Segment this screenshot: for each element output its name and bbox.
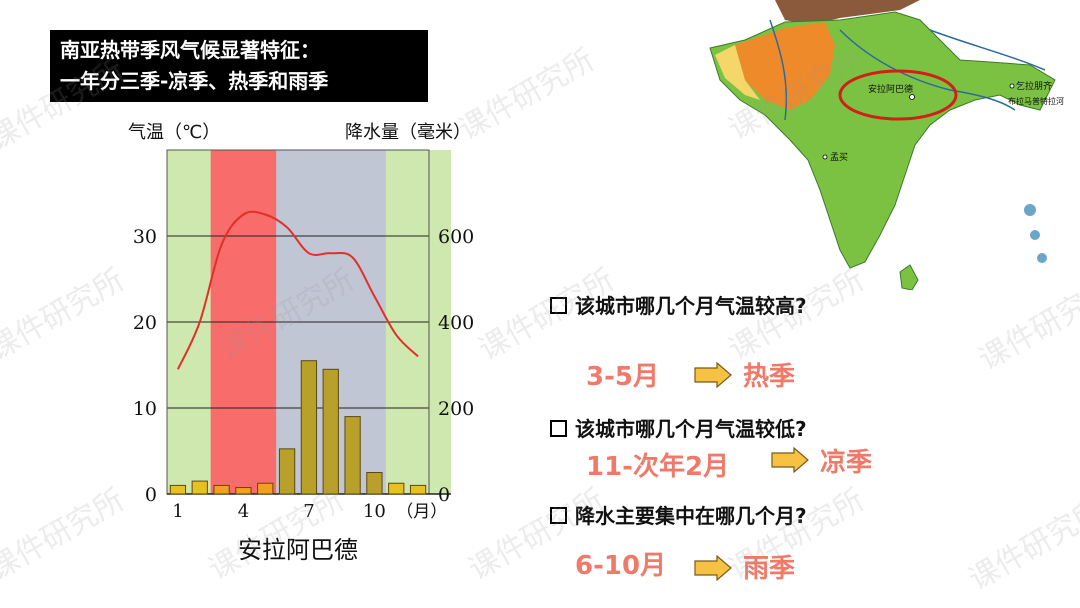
season-band [429, 150, 451, 494]
south-asia-map: 安拉阿巴德 孟买 乞拉朋齐 布拉马普特拉河 [709, 0, 1064, 290]
x-unit-label: （月） [396, 502, 447, 522]
title-line-1: 南亚热带季风气候显著特征： [60, 38, 320, 62]
checkbox-icon [550, 507, 567, 524]
city-highlight-ellipse [838, 69, 958, 121]
himalaya-region [775, 0, 920, 25]
precip-tick-label: 600 [438, 226, 474, 248]
answer-2: 11-次年2月 [586, 452, 730, 482]
desert-edge [715, 45, 760, 100]
precip-tick-label: 400 [438, 312, 474, 334]
precip-tick-label: 0 [438, 484, 450, 506]
island [1024, 204, 1036, 216]
map-label-mumbai: 孟买 [830, 152, 848, 163]
precip-tick-label: 200 [438, 398, 474, 420]
temp-tick-label: 10 [133, 398, 157, 420]
precipitation-bar [388, 482, 405, 495]
mumbai-dot [822, 154, 828, 160]
island [1030, 230, 1040, 240]
map-label-city: 安拉阿巴德 [868, 83, 913, 95]
question-1: 该城市哪几个月气温较高? [550, 290, 807, 319]
slide-title: 南亚热带季风气候显著特征： 一年分三季-凉季、热季和雨季 [50, 30, 428, 102]
question-1-text: 该城市哪几个月气温较高? [575, 294, 807, 318]
thar-desert [735, 22, 835, 110]
answer-3: 6-10月 [575, 551, 667, 581]
precipitation-bar [366, 472, 383, 495]
x-tick-label: 4 [238, 501, 249, 522]
sri-lanka [899, 264, 919, 290]
temp-tick-label: 20 [133, 312, 157, 334]
question-2-text: 该城市哪几个月气温较低? [575, 417, 807, 441]
map-label-chittagong: 乞拉朋齐 [1016, 80, 1052, 92]
question-2: 该城市哪几个月气温较低? [550, 413, 807, 442]
precipitation-bar [191, 480, 208, 495]
checkbox-icon [550, 297, 567, 314]
precipitation-bar [169, 484, 187, 495]
precipitation-bar [235, 487, 252, 495]
x-tick-label: 1 [172, 501, 183, 522]
temperature-line [177, 210, 419, 370]
precipitation-bar [213, 484, 230, 495]
season-1: 热季 [743, 362, 796, 392]
precipitation-bar [344, 416, 361, 495]
question-3-text: 降水主要集中在哪几个月? [575, 504, 807, 528]
precipitation-bar [322, 368, 339, 495]
x-tick-label: 10 [363, 501, 386, 522]
arrow-right-icon [694, 362, 732, 388]
brahmaputra-river [929, 29, 1046, 71]
chart-title: 安拉阿巴德 [238, 536, 358, 564]
map-label-river: 布拉马普特拉河 [1008, 96, 1064, 106]
arrow-right-icon [694, 555, 732, 581]
precipitation-bar [300, 360, 318, 495]
season-3: 雨季 [743, 554, 796, 584]
right-axis-title: 降水量（毫米） [345, 122, 471, 143]
title-line-2: 一年分三季-凉季、热季和雨季 [60, 69, 329, 93]
answer-1: 3-5月 [586, 362, 659, 392]
climate-chart: 0 10 20 30 0 200 400 600 1 4 7 10 （月） 气温（℃） 降水量（毫米） 安拉阿… [128, 122, 474, 564]
precipitation-bar [257, 482, 274, 495]
precipitation-bar [409, 484, 427, 495]
watermark: 课件研究所 [963, 492, 1080, 598]
x-tick-label: 7 [303, 501, 314, 522]
temp-tick-label: 0 [145, 484, 157, 506]
left-axis-title: 气温（℃） [128, 122, 220, 143]
arrow-right-icon [771, 447, 809, 473]
island [1037, 253, 1047, 263]
question-3: 降水主要集中在哪几个月? [550, 500, 807, 529]
city-dot [909, 94, 915, 100]
checkbox-icon [550, 420, 567, 437]
temp-tick-label: 30 [133, 226, 157, 248]
season-2: 凉季 [820, 448, 873, 478]
precipitation-bar [278, 448, 296, 495]
ganges-river [839, 29, 1016, 111]
chittagong-dot [1009, 83, 1015, 89]
indus-river [769, 19, 788, 121]
